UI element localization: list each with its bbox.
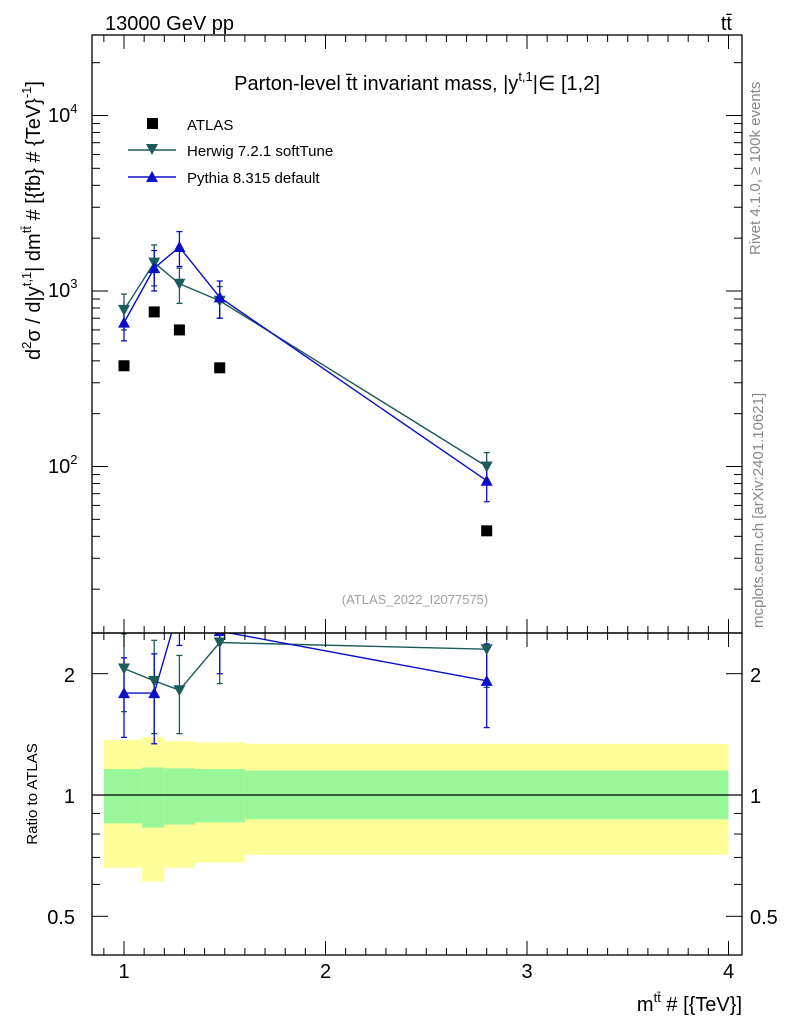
uncertainty-band-inner [164,768,195,825]
ratio-y-axis-label: Ratio to ATLAS [24,743,41,844]
ratio-y-tick-2: 2 [64,665,75,687]
main-panel: Parton-level t̄t invariant mass, |yt,1|∈… [19,34,743,634]
herwig-point [173,278,186,290]
analysis-watermark: (ATLAS_2022_I2077575) [342,592,488,607]
x-tick-label-4: 4 [723,961,734,983]
ratio-y-tick-1-right: 1 [750,786,761,808]
energy-label: 13000 GeV pp [105,13,234,35]
ratio-frame [91,632,743,956]
ratio-y-tick-0.5-right: 0.5 [750,907,778,929]
pythia-ratio-point [148,687,161,699]
pythia-point [480,474,493,486]
atlas-point [173,324,185,336]
herwig-ratio-point [213,637,226,649]
legend-marker-herwig [146,144,158,155]
main-ticks [92,35,742,633]
herwig-ratio-point [480,644,493,656]
main-data-layer [118,230,493,537]
atlas-point [481,525,493,537]
pythia-point [213,291,226,303]
chart-title: Parton-level t̄t invariant mass, |yt,1|∈… [234,69,600,95]
x-tick-label-3: 3 [521,961,532,983]
y-tick-label-1000: 103 [48,276,77,302]
legend-label-pythia: Pythia 8.315 default [187,170,320,187]
ratio-data-layer [92,600,742,882]
herwig-line [123,261,488,468]
y-tick-label-100: 102 [48,452,77,478]
y-axis-label: d2σ / d|yt,1| dmtt̄ # [{fb} # {TeV}-1] [19,81,45,360]
ratio-y-tick-2-right: 2 [750,665,761,687]
pythia-ratio-line [124,633,487,694]
process-label: tt̄ [721,13,733,35]
pythia-ratio-point [118,687,130,699]
y-tick-label-10000: 104 [48,101,77,127]
legend-label-herwig: Herwig 7.2.1 softTune [187,143,333,160]
herwig-ratio-point [148,675,161,687]
ratio-y-tick-0.5: 0.5 [47,907,75,929]
uncertainty-band-inner [194,769,245,823]
herwig-ratio-point [173,685,186,697]
pythia-point [148,262,161,274]
uncertainty-band-inner [142,767,165,828]
pythia-ratio-point [480,674,493,686]
ratio-y-tick-1: 1 [64,786,75,808]
herwig-point [480,461,493,473]
pythia-point [173,241,186,253]
mcplots-label: mcplots.cern.ch [arXiv:2401.10621] [750,393,767,628]
legend-marker-atlas [147,118,158,129]
pythia-ratio-point [173,600,185,611]
herwig-point [118,304,130,316]
atlas-point [214,362,226,374]
legend: ATLAS Herwig 7.2.1 softTune Pythia 8.315… [128,117,333,187]
x-tick-label-2: 2 [320,961,331,983]
herwig-ratio-point [118,663,130,675]
legend-label-atlas: ATLAS [187,117,233,134]
x-tick-label-1: 1 [118,961,129,983]
atlas-point [118,360,130,372]
uncertainty-band-inner [103,769,143,824]
herwig-ratio-line [123,641,487,692]
pythia-point [118,316,130,328]
atlas-point [148,306,160,318]
rivet-label: Rivet 4.1.0, ≥ 100k events [747,82,764,255]
x-axis-label: mtt̄ # [{TeV}] [637,990,742,1016]
legend-marker-pythia [146,171,158,182]
ratio-ticks [92,633,742,955]
pythia-ratio-point [213,633,226,637]
ratio-panel: 2 1 0.5 2 1 0.5 Ratio to ATLAS 1 2 3 4 m… [24,600,778,1016]
